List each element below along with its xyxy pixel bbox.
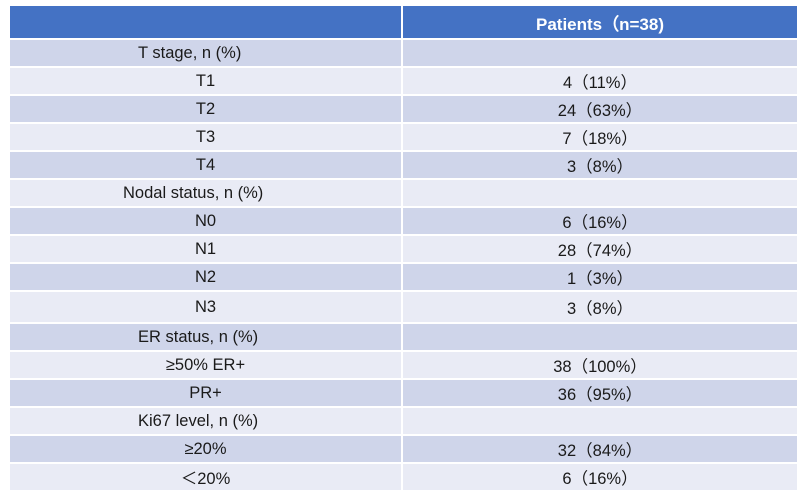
- row-label-cell: PR+: [10, 379, 403, 408]
- table-body: T stage, n (%) T1 4（11%） T2 24（63%） T3 7（18%） T…: [10, 39, 797, 492]
- table-row: N3 3（8%）: [10, 291, 797, 324]
- row-label-cell: ≥20%: [10, 435, 403, 464]
- row-value-cell: [402, 179, 797, 208]
- row-value-cell: 32（84%）: [402, 435, 797, 464]
- header-cell-characteristic: [10, 6, 403, 40]
- section-label-cell: ER status, n (%): [10, 323, 403, 352]
- row-value-cell: [402, 407, 797, 436]
- section-row: Nodal status, n (%): [10, 179, 797, 208]
- table-row: N0 6（16%）: [10, 207, 797, 236]
- section-label: Nodal status, n (%): [123, 183, 264, 202]
- patient-characteristics-table-container: Patients（n=38) T stage, n (%) T1 4（11%） T2 2…: [10, 6, 797, 492]
- section-label-cell: Nodal status, n (%): [10, 179, 403, 208]
- row-value-cell: 38（100%）: [402, 351, 797, 380]
- row-value-cell: 4（11%）: [402, 67, 797, 96]
- header-row: Patients（n=38): [10, 6, 797, 40]
- row-label-cell: T1: [10, 67, 403, 96]
- table-row: PR+ 36（95%）: [10, 379, 797, 408]
- row-value-cell: 24（63%）: [402, 95, 797, 124]
- table-header: Patients（n=38): [10, 6, 797, 40]
- row-value-cell: [402, 323, 797, 352]
- row-value-cell: 28（74%）: [402, 235, 797, 264]
- table-row: N2 1（3%）: [10, 263, 797, 292]
- section-label: T stage, n (%): [138, 43, 242, 62]
- row-label-cell: T4: [10, 151, 403, 180]
- section-label: ER status, n (%): [138, 327, 259, 346]
- row-value-cell: 1（3%）: [402, 263, 797, 292]
- row-value-cell: 3（8%）: [402, 291, 797, 324]
- table-row: N1 28（74%）: [10, 235, 797, 264]
- section-row: ER status, n (%): [10, 323, 797, 352]
- row-label-cell: N0: [10, 207, 403, 236]
- row-label-cell: T3: [10, 123, 403, 152]
- section-row: Ki67 level, n (%): [10, 407, 797, 436]
- section-row: T stage, n (%): [10, 39, 797, 68]
- section-label: Ki67 level, n (%): [138, 411, 259, 430]
- row-label-cell: N1: [10, 235, 403, 264]
- table-row: ≥20% 32（84%）: [10, 435, 797, 464]
- row-value-cell: 6（16%）: [402, 207, 797, 236]
- header-cell-patients: Patients（n=38): [402, 6, 797, 40]
- row-label-cell: N3: [10, 291, 403, 324]
- row-label-cell: T2: [10, 95, 403, 124]
- table-row: T3 7（18%）: [10, 123, 797, 152]
- table-row: T1 4（11%）: [10, 67, 797, 96]
- row-value-cell: 7（18%）: [402, 123, 797, 152]
- row-value-cell: 3（8%）: [402, 151, 797, 180]
- row-label-cell: ≥50% ER+: [10, 351, 403, 380]
- table-row: T2 24（63%）: [10, 95, 797, 124]
- table-row: T4 3（8%）: [10, 151, 797, 180]
- table-row: ≥50% ER+ 38（100%）: [10, 351, 797, 380]
- patient-characteristics-table: Patients（n=38) T stage, n (%) T1 4（11%） T2 2…: [10, 6, 797, 492]
- section-label-cell: Ki67 level, n (%): [10, 407, 403, 436]
- row-value-cell: 36（95%）: [402, 379, 797, 408]
- row-value-cell: [402, 39, 797, 68]
- row-label-cell: N2: [10, 263, 403, 292]
- section-label-cell: T stage, n (%): [10, 39, 403, 68]
